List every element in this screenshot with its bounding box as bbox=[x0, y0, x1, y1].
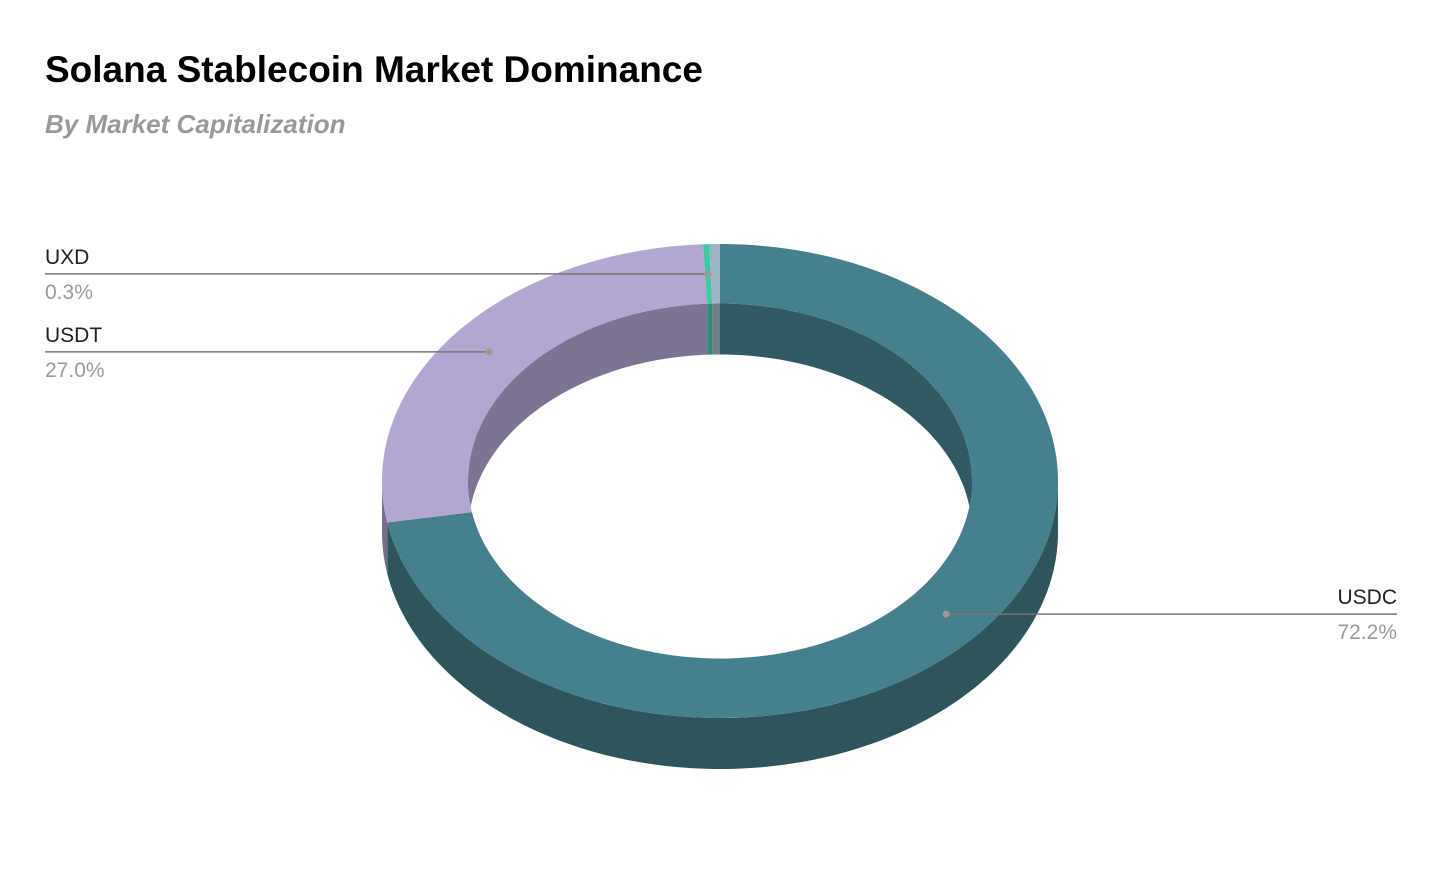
slice-value-label: 72.2% bbox=[1337, 621, 1397, 644]
leader-dot bbox=[485, 348, 493, 356]
leader-dot bbox=[942, 610, 950, 618]
slice-inner-side bbox=[468, 303, 708, 532]
leader-dot bbox=[704, 270, 712, 278]
slice-inner-side bbox=[707, 303, 713, 355]
slice-outer-side bbox=[387, 481, 1059, 769]
slice bbox=[382, 244, 708, 523]
slice-value-label: 27.0% bbox=[45, 359, 105, 382]
chart-subtitle: By Market Capitalization bbox=[45, 109, 346, 139]
slice-inner-side bbox=[720, 303, 972, 532]
slice-inner-side bbox=[712, 303, 720, 355]
slice-value-label: 0.3% bbox=[45, 281, 93, 304]
slice-label: USDC bbox=[1337, 586, 1397, 609]
slice-label: USDT bbox=[45, 324, 102, 347]
slice-label: UXD bbox=[45, 246, 89, 269]
chart-title: Solana Stablecoin Market Dominance bbox=[45, 49, 703, 90]
slice-outer-side bbox=[382, 481, 388, 574]
slice bbox=[709, 244, 720, 304]
